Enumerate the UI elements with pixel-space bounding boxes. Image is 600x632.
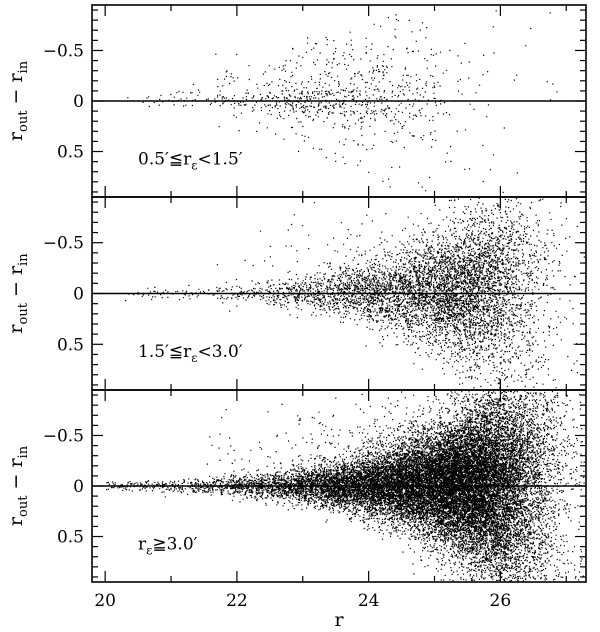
scatter-points	[127, 10, 558, 193]
panel-1-y-axis-label: rout − rin	[5, 60, 31, 141]
panel-3-frame	[91, 389, 587, 583]
panel-2-points	[125, 197, 586, 389]
panel-1-points	[127, 10, 558, 193]
x-tick-label: 20	[94, 591, 116, 611]
panel-1: −0.5 0 0.5 rout − rin 0.5′≦rε<1.5′	[5, 4, 587, 198]
panel-3-annotation: rε≧3.0′	[138, 534, 198, 557]
y-tick-label: 0.5	[57, 335, 84, 355]
panel-2-y-axis-label: rout − rin	[5, 253, 31, 334]
y-tick-label: 0.5	[57, 143, 84, 163]
x-axis-label: r	[334, 609, 344, 631]
panel-2-y-tick-labels: −0.5 0 0.5	[43, 234, 84, 356]
y-tick-label: 0.5	[57, 528, 84, 548]
panel-1-y-tick-labels: −0.5 0 0.5	[43, 41, 84, 162]
x-tick-labels: 20 22 24 26	[94, 591, 511, 611]
y-tick-label: −0.5	[43, 426, 84, 446]
panel-1-ticks	[92, 5, 586, 197]
y-tick-label: 0	[73, 285, 84, 305]
y-tick-label: 0	[73, 92, 84, 112]
panel-2-ticks	[92, 197, 586, 390]
y-tick-label: −0.5	[43, 234, 84, 254]
panel-3-points	[106, 390, 585, 582]
panel-3-y-tick-labels: −0.5 0 0.5	[43, 426, 84, 547]
scatter-points	[106, 390, 585, 582]
y-tick-label: −0.5	[43, 41, 84, 61]
x-tick-label: 24	[358, 591, 380, 611]
panel-3-ticks	[92, 390, 586, 582]
y-tick-label: 0	[73, 477, 84, 497]
x-tick-label: 22	[226, 591, 248, 611]
panel-3: −0.5 0 0.5 rout − rin rε≧3.0′	[5, 389, 587, 583]
panel-2-annotation: 1.5′≦rε<3.0′	[138, 342, 243, 365]
panel-3-y-axis-label: rout − rin	[5, 445, 31, 526]
panel-1-annotation: 0.5′≦rε<1.5′	[138, 149, 243, 172]
panel-2: −0.5 0 0.5 rout − rin 1.5′≦rε<3.0′	[5, 196, 587, 391]
scatter-points	[125, 197, 586, 389]
x-tick-label: 26	[490, 591, 512, 611]
